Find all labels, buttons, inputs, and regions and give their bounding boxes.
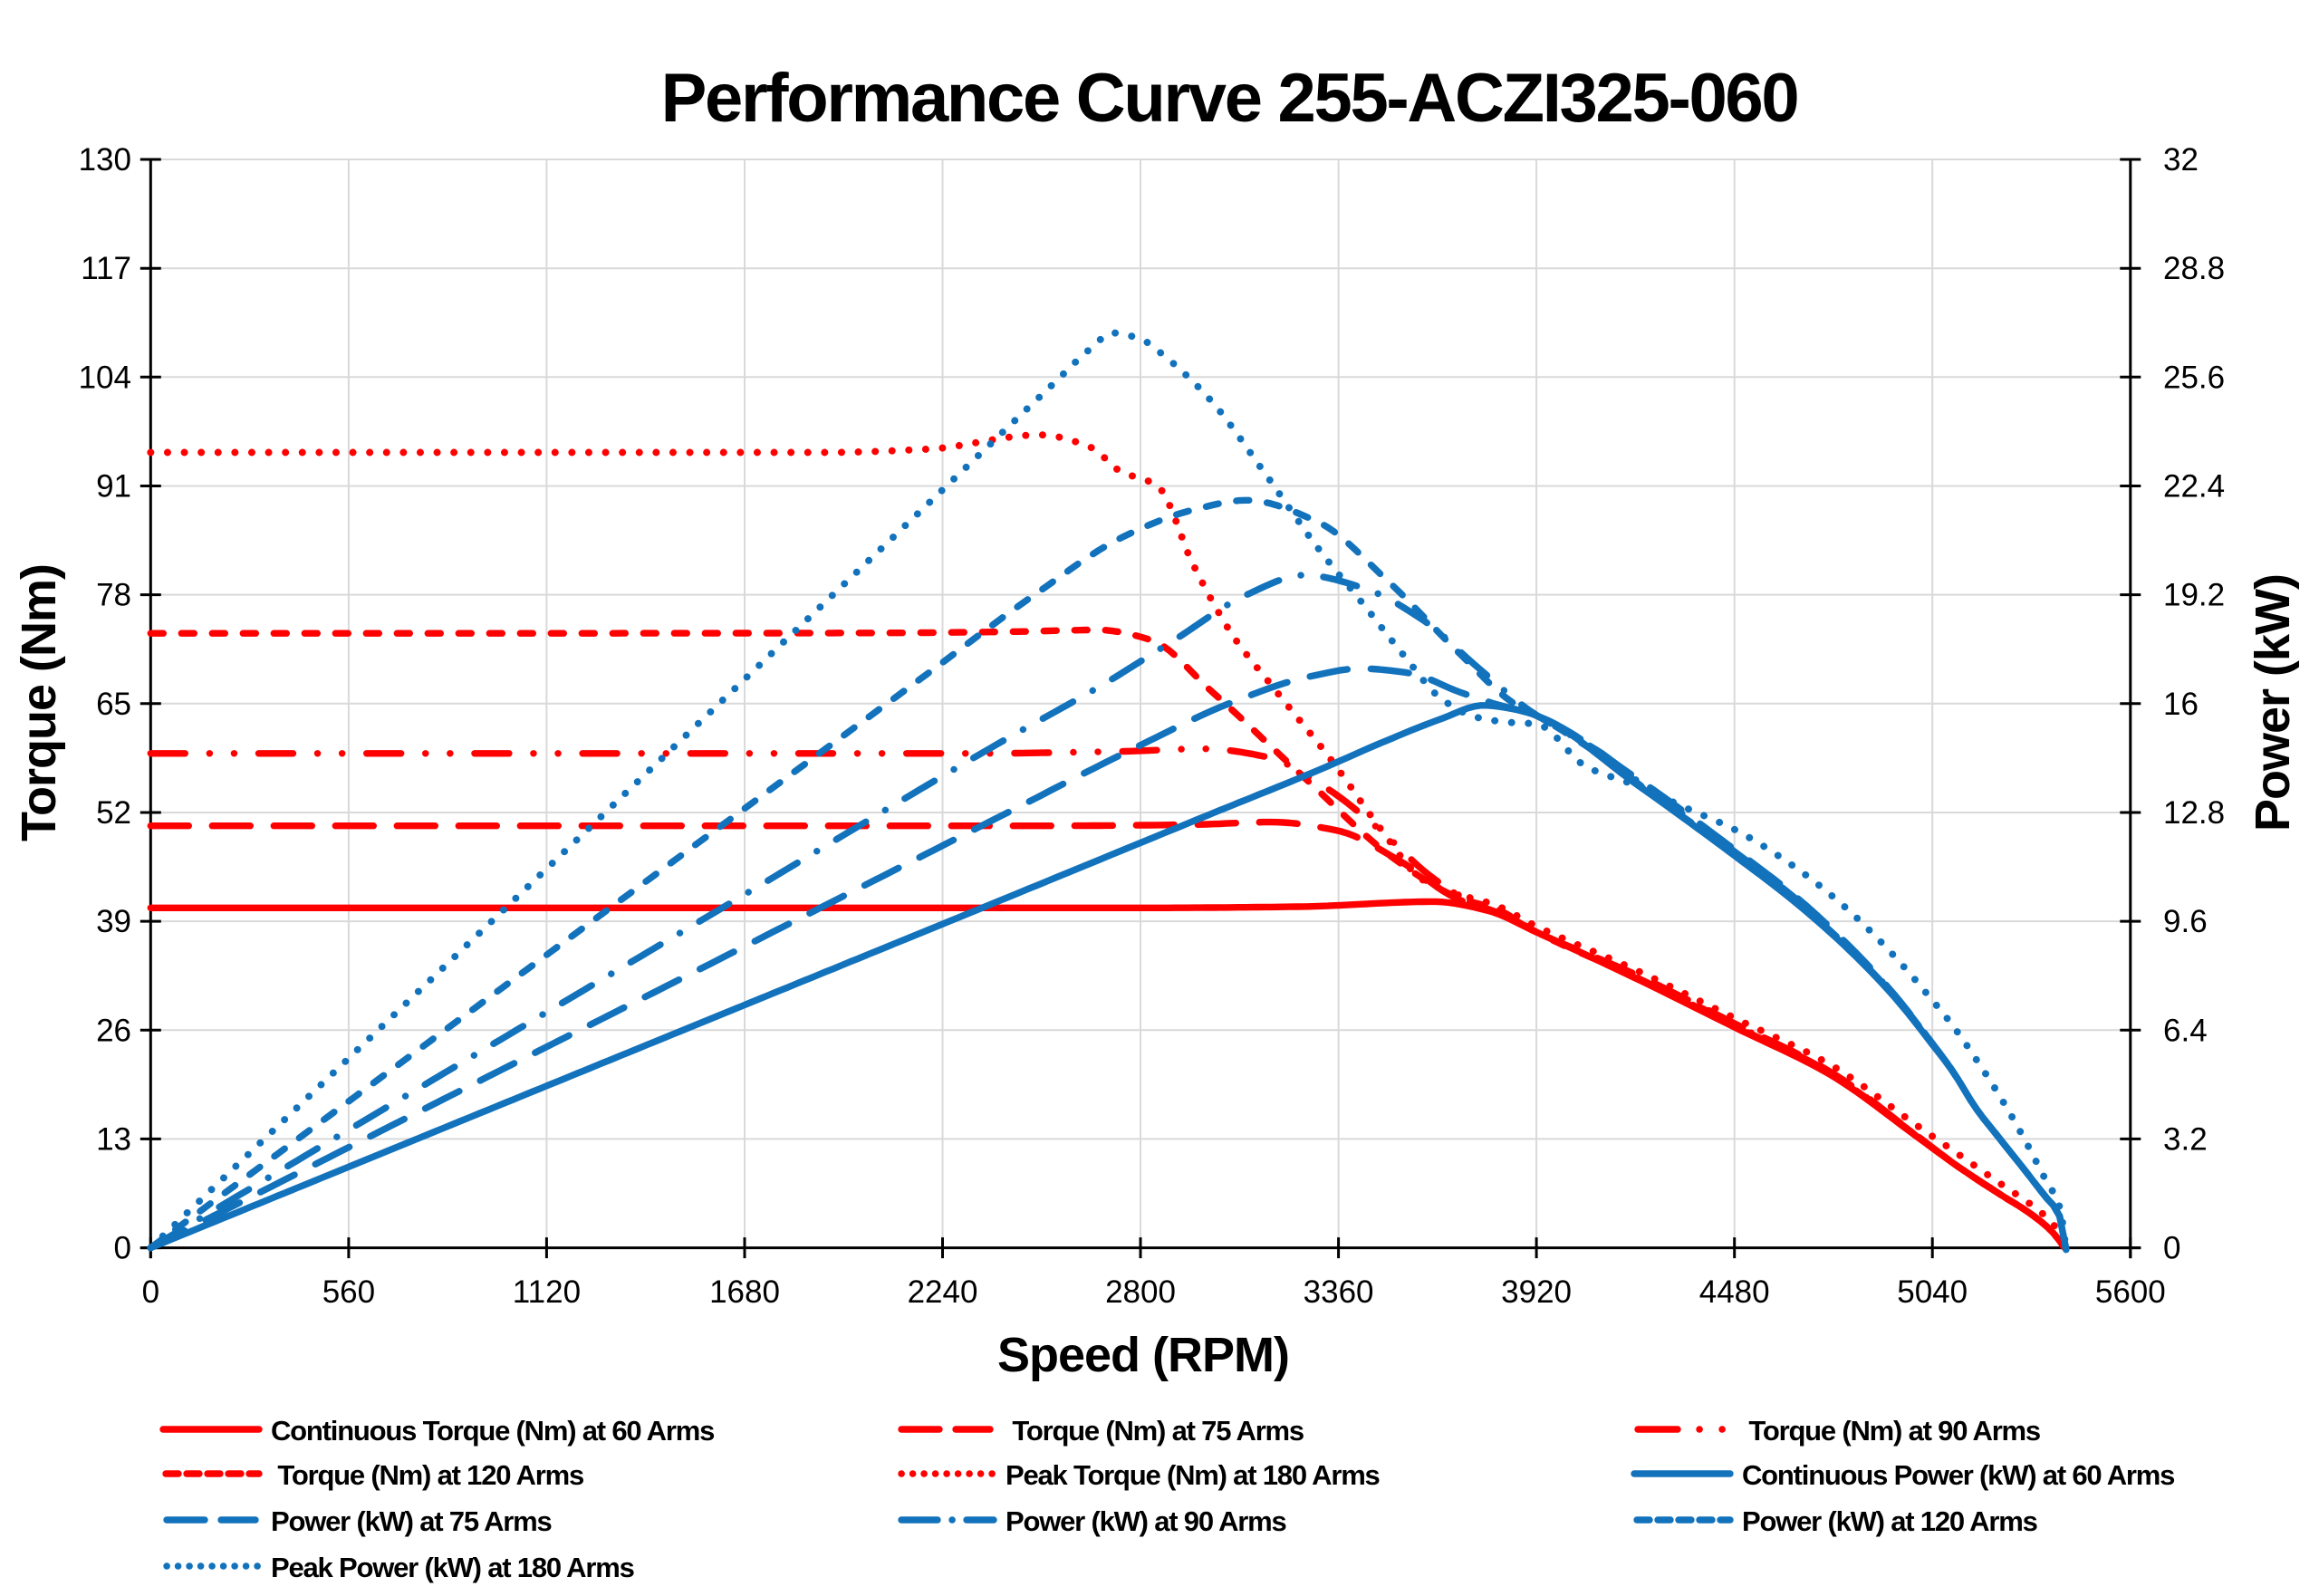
svg-text:1120: 1120	[513, 1274, 581, 1310]
svg-text:3.2: 3.2	[2163, 1121, 2208, 1157]
svg-text:32: 32	[2163, 142, 2199, 178]
svg-text:560: 560	[322, 1274, 375, 1310]
svg-text:Torque (Nm) at 90 Arms: Torque (Nm) at 90 Arms	[1742, 1415, 2040, 1447]
svg-text:117: 117	[81, 251, 131, 286]
svg-text:Power (kW) at 90 Arms: Power (kW) at 90 Arms	[1006, 1505, 1286, 1537]
svg-text:Torque (Nm) at 120 Arms: Torque (Nm) at 120 Arms	[271, 1459, 583, 1491]
svg-text:19.2: 19.2	[2163, 578, 2225, 613]
svg-text:Power (kW) at 75 Arms: Power (kW) at 75 Arms	[271, 1505, 552, 1537]
svg-text:9.6: 9.6	[2163, 904, 2208, 939]
svg-text:22.4: 22.4	[2163, 469, 2225, 505]
svg-text:6.4: 6.4	[2163, 1013, 2208, 1048]
svg-text:3360: 3360	[1304, 1274, 1374, 1310]
svg-text:0: 0	[142, 1274, 159, 1310]
svg-text:91: 91	[96, 469, 131, 505]
svg-text:Speed (RPM): Speed (RPM)	[997, 1328, 1289, 1382]
svg-text:39: 39	[96, 904, 131, 939]
svg-text:0: 0	[2163, 1231, 2180, 1266]
svg-text:4480: 4480	[1699, 1274, 1770, 1310]
svg-text:1680: 1680	[709, 1274, 780, 1310]
svg-text:16: 16	[2163, 687, 2199, 722]
svg-text:Continuous Torque (Nm) at 60 A: Continuous Torque (Nm) at 60 Arms	[271, 1415, 714, 1447]
svg-text:52: 52	[96, 795, 131, 831]
svg-text:5040: 5040	[1897, 1274, 1968, 1310]
svg-text:28.8: 28.8	[2163, 251, 2225, 286]
svg-text:130: 130	[79, 142, 131, 178]
svg-text:3920: 3920	[1501, 1274, 1572, 1310]
svg-text:104: 104	[79, 360, 131, 395]
svg-text:Torque (Nm): Torque (Nm)	[12, 564, 66, 841]
svg-text:Performance Curve 255-ACZI325-: Performance Curve 255-ACZI325-060	[661, 60, 1798, 137]
svg-text:25.6: 25.6	[2163, 360, 2225, 395]
svg-text:Power (kW): Power (kW)	[2246, 574, 2300, 832]
svg-text:5600: 5600	[2095, 1274, 2166, 1310]
svg-text:65: 65	[96, 687, 131, 722]
svg-text:26: 26	[96, 1013, 131, 1048]
svg-text:Torque (Nm) at 75 Arms: Torque (Nm) at 75 Arms	[1006, 1415, 1304, 1447]
svg-text:2240: 2240	[908, 1274, 978, 1310]
svg-text:13: 13	[96, 1121, 131, 1157]
svg-text:Peak Torque (Nm) at 180 Arms: Peak Torque (Nm) at 180 Arms	[1006, 1459, 1380, 1491]
svg-text:78: 78	[96, 578, 131, 613]
svg-text:Power (kW) at 120 Arms: Power (kW) at 120 Arms	[1742, 1505, 2037, 1537]
svg-text:12.8: 12.8	[2163, 795, 2225, 831]
svg-text:Peak Power (kW) at 180 Arms: Peak Power (kW) at 180 Arms	[271, 1552, 634, 1583]
svg-text:2800: 2800	[1105, 1274, 1176, 1310]
svg-text:Continuous Power (kW) at 60 Ar: Continuous Power (kW) at 60 Arms	[1742, 1459, 2174, 1491]
svg-text:0: 0	[114, 1231, 131, 1266]
